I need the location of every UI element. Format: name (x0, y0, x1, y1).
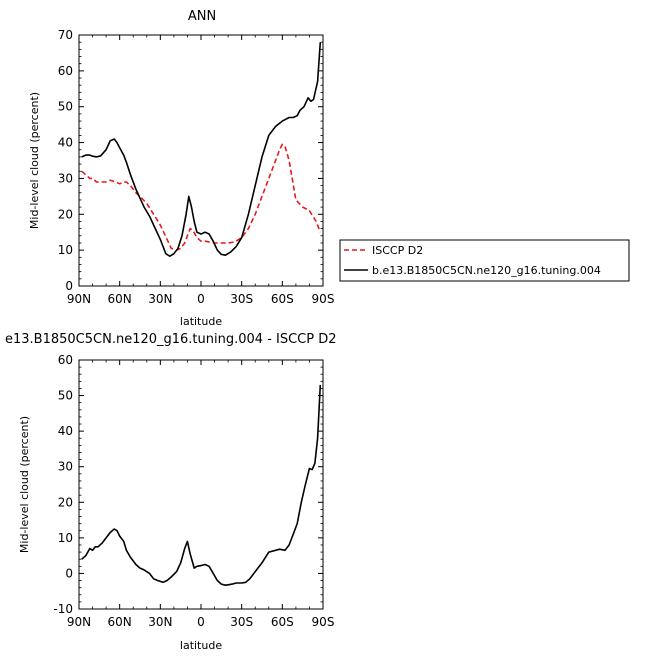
axes: -10 0 10 20 30 40 50 60 90N 60N 30N 0 30S 60S 90S (53, 353, 334, 629)
top-chart: ANN 0 10 20 30 40 50 60 70 90N 60N 30N 0 30S 60S 90S l… (28, 9, 630, 328)
x-tick-label: 30S (230, 615, 253, 629)
series-lines (81, 42, 322, 258)
y-tick-label: 10 (58, 531, 73, 545)
chart-title: ANN (188, 9, 216, 24)
y-tick-label: 30 (58, 460, 73, 474)
x-tick-label: 0 (197, 615, 205, 629)
x-tick-label: 60N (108, 292, 132, 306)
y-axis-label: Mid-level cloud (percent) (28, 92, 41, 229)
x-tick-label: 90N (67, 292, 91, 306)
bottom-chart: e13.B1850C5CN.ne120_g16.tuning.004 - ISC… (5, 332, 337, 652)
x-tick-label: 30S (230, 292, 253, 306)
x-tick-label: 90S (312, 615, 335, 629)
y-tick-label: 0 (65, 566, 73, 580)
y-tick-label: 20 (58, 495, 73, 509)
y-tick-label: 40 (58, 424, 73, 438)
chart-title: e13.B1850C5CN.ne120_g16.tuning.004 - ISC… (5, 332, 337, 347)
y-tick-label: 10 (58, 243, 73, 257)
x-tick-label: 90S (312, 292, 335, 306)
legend-entry-isccp: ISCCP D2 (372, 244, 423, 257)
series-lines (81, 384, 322, 587)
y-tick-label: 60 (58, 64, 73, 78)
y-axis-label: Mid-level cloud (percent) (18, 416, 31, 553)
x-tick-label: 60N (108, 615, 132, 629)
y-tick-label: -10 (53, 602, 73, 616)
x-tick-label: 90N (67, 615, 91, 629)
y-tick-label: 40 (58, 136, 73, 150)
x-axis-label: latitude (180, 315, 222, 328)
axes: 0 10 20 30 40 50 60 70 90N 60N 30N 0 30S 60S 90S (58, 28, 335, 306)
x-axis-label: latitude (180, 639, 222, 652)
y-tick-label: 0 (65, 279, 73, 293)
y-tick-label: 20 (58, 207, 73, 221)
y-tick-label: 50 (58, 100, 73, 114)
x-tick-label: 30N (148, 292, 172, 306)
plot-frame (78, 34, 324, 287)
y-tick-label: 30 (58, 171, 73, 185)
legend: ISCCP D2 b.e13.B1850C5CN.ne120_g16.tunin… (339, 239, 630, 282)
x-tick-label: 30N (148, 615, 172, 629)
y-tick-label: 50 (58, 389, 73, 403)
series-line-0 (81, 384, 322, 587)
plot-frame (78, 359, 324, 610)
series-line-1 (81, 42, 322, 258)
legend-box (339, 239, 630, 282)
x-tick-label: 60S (271, 292, 294, 306)
x-tick-label: 0 (197, 292, 205, 306)
y-tick-label: 60 (58, 353, 73, 367)
y-tick-label: 70 (58, 28, 73, 42)
series-line-0 (81, 143, 322, 251)
legend-entry-model: b.e13.B1850C5CN.ne120_g16.tuning.004 (372, 264, 601, 277)
x-tick-label: 60S (271, 615, 294, 629)
